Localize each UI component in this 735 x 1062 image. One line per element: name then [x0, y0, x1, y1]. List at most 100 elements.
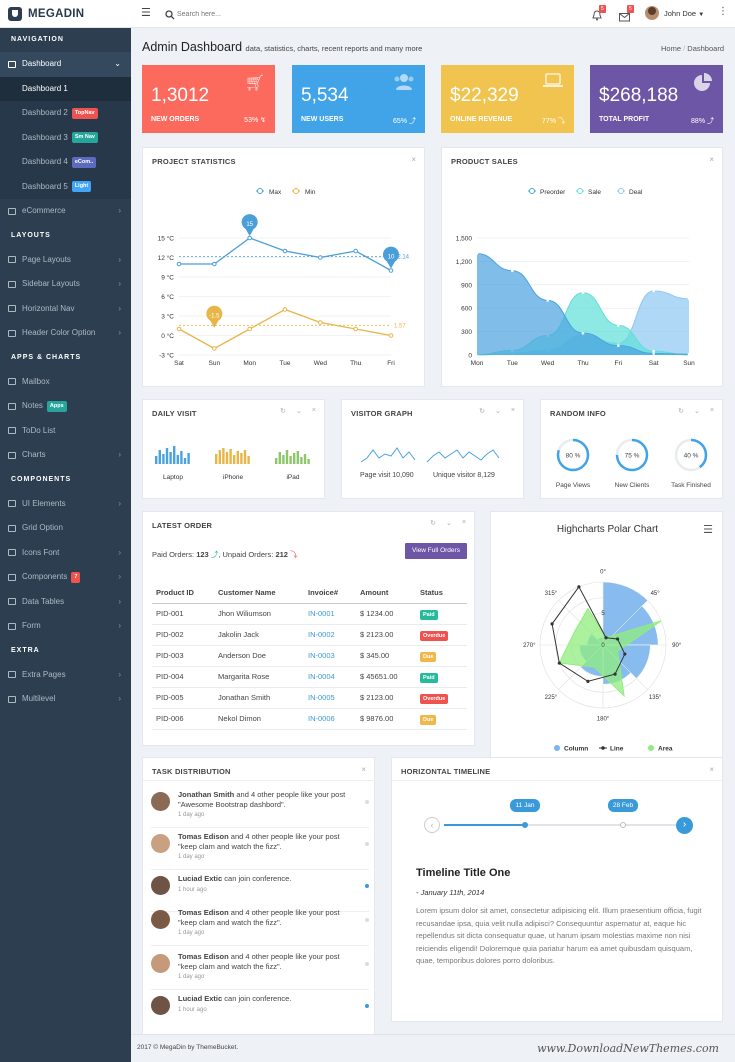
table-row: PID-005 Jonathan Smith IN-0005 $ 2123.00 Ove… [152, 687, 467, 709]
sidebar-item-header-color[interactable]: Header Color Option › [0, 321, 131, 346]
refresh-icon[interactable]: ↻ [280, 408, 287, 415]
refresh-icon[interactable]: ↻ [678, 408, 685, 415]
sidebar-item-components[interactable]: Components 7 › [0, 565, 131, 590]
sidebar-item-page-layouts[interactable]: Page Layouts › [0, 248, 131, 273]
sidebar-item-todo[interactable]: ToDo List [0, 419, 131, 444]
avatar[interactable] [645, 6, 659, 20]
close-icon[interactable]: × [461, 519, 466, 526]
close-icon[interactable]: × [361, 765, 366, 774]
chevron-down-icon[interactable]: ⌄ [446, 520, 452, 527]
tag-smnav: Sm Nav [71, 132, 98, 144]
sidebar-item-ui-elements[interactable]: UI Elements › [0, 492, 131, 517]
invoice-link[interactable]: IN-0005 [304, 687, 356, 709]
task-text: Tomas Edison and 4 other people like you… [178, 832, 340, 851]
legend-line: Line [610, 746, 624, 753]
close-icon[interactable]: × [709, 407, 714, 414]
timeline-progress [444, 824, 525, 826]
mail-button[interactable]: 5 [619, 5, 634, 27]
sidebar-item-data-tables[interactable]: Data Tables › [0, 590, 131, 615]
sidebar-item-dashboard-1[interactable]: Dashboard 1 [0, 76, 131, 101]
pie-chart-icon [693, 73, 713, 98]
sidebar-item-dashboard-5[interactable]: Dashboard 5 Light [0, 174, 131, 199]
invoice-link[interactable]: IN-0002 [304, 624, 356, 646]
stat-percent: 77% ⤵ [542, 118, 565, 125]
timeline-next-button[interactable]: › [676, 817, 693, 834]
sidebar-item-extra-pages[interactable]: Extra Pages › [0, 663, 131, 688]
font-icon [8, 549, 16, 557]
menu-toggle-icon[interactable]: ☰ [141, 7, 151, 19]
task-item[interactable]: Tomas Edison and 4 other people like you… [151, 948, 369, 990]
task-distribution-card: TASK DISTRIBUTION × Jonathan Smith and 4… [142, 757, 376, 1046]
task-item[interactable]: Luciad Extic can join conference. 1 hour … [151, 870, 369, 912]
task-item[interactable]: Tomas Edison and 4 other people like you… [151, 904, 369, 946]
user-menu[interactable]: John Doe ▼ [664, 9, 705, 18]
view-full-orders-button[interactable]: View Full Orders [405, 543, 467, 559]
y-tick-label: 0 °C [161, 332, 174, 340]
invoice-link[interactable]: IN-0004 [304, 666, 356, 688]
data-point [282, 307, 288, 312]
chevron-down-icon[interactable]: ⌄ [495, 408, 501, 415]
chevron-down-icon[interactable]: ⌄ [296, 408, 302, 415]
y-tick-label: 1,200 [456, 259, 473, 266]
sidebar-item-dashboard-2[interactable]: Dashboard 2 TopNav [0, 101, 131, 126]
nav-icon [8, 305, 16, 313]
sidebar-item-dashboard-4[interactable]: Dashboard 4 eCom.. [0, 150, 131, 175]
breadcrumb: Home / Dashboard [661, 44, 724, 53]
main-content: Admin Dashboard data, statistics, charts… [131, 28, 735, 1062]
legend-sale-icon [577, 188, 583, 194]
x-tick-label: Fri [615, 360, 623, 367]
sidebar-item-dashboard[interactable]: Dashboard ⌄ [0, 52, 131, 77]
task-item[interactable]: Luciad Extic can join conference. 1 hour … [151, 990, 369, 1032]
series-area-preorder [477, 253, 689, 355]
card-tools: ↻ ⌄ × [678, 407, 714, 415]
polar-line-point [615, 637, 620, 641]
data-point [353, 326, 358, 332]
sidebar-item-multilevel[interactable]: Multilevel › [0, 687, 131, 712]
bell-button[interactable]: 5 [592, 5, 606, 26]
sidebar-item-sidebar-layouts[interactable]: Sidebar Layouts › [0, 272, 131, 297]
sidebar-item-mailbox[interactable]: Mailbox [0, 370, 131, 395]
random-info-card: RANDOM INFO ↻ ⌄ × 80 % Page Views 75 % New Cl… [540, 399, 723, 499]
chevron-down-icon[interactable]: ⌄ [694, 408, 700, 415]
close-icon[interactable]: × [411, 155, 416, 164]
card-title: PROJECT STATISTICS [152, 157, 236, 166]
timeline-node-2[interactable] [620, 822, 626, 828]
sidebar-item-notes[interactable]: Notes Apps [0, 394, 131, 419]
visit-bar [296, 451, 299, 464]
invoice-link[interactable]: IN-0003 [304, 645, 356, 667]
sidebar-item-charts[interactable]: Charts › [0, 443, 131, 468]
refresh-icon[interactable]: ↻ [479, 408, 486, 415]
sidebar-item-grid-option[interactable]: Grid Option [0, 516, 131, 541]
timeline-node-1[interactable] [522, 822, 528, 828]
chart-menu-icon[interactable]: ☰ [703, 524, 713, 536]
x-tick-label: Sun [683, 360, 695, 367]
sidebar-item-icons-font[interactable]: Icons Font › [0, 541, 131, 566]
close-icon[interactable]: × [709, 155, 714, 164]
sidebar-item-ecommerce[interactable]: eCommerce › [0, 199, 131, 224]
stat-percent: 65% ⤴ [393, 118, 416, 125]
close-icon[interactable]: × [510, 407, 515, 414]
sidebar-item-form[interactable]: Form › [0, 614, 131, 639]
breadcrumb-home[interactable]: Home [661, 44, 682, 53]
sidebar-item-horizontal-nav[interactable]: Horizontal Nav › [0, 297, 131, 322]
more-vertical-icon[interactable]: ⋮ [718, 6, 728, 17]
y-tick-label: -3 °C [159, 352, 174, 360]
invoice-link[interactable]: IN-0001 [304, 603, 356, 625]
card-title: VISITOR GRAPH [351, 409, 413, 418]
refresh-icon[interactable]: ↻ [430, 520, 437, 527]
timeline-date-1[interactable]: 11 Jan [510, 799, 540, 812]
close-icon[interactable]: × [709, 765, 714, 774]
data-point [511, 269, 514, 273]
close-icon[interactable]: × [311, 407, 316, 414]
sidebar-item-dashboard-3[interactable]: Dashboard 3 Sm Nav [0, 125, 131, 150]
timeline-date-2[interactable]: 28 Feb [608, 799, 638, 812]
logo[interactable]: MEGADIN [0, 0, 131, 28]
invoice-link[interactable]: IN-0006 [304, 708, 356, 730]
stat-card-users: 5,534 NEW USERS 65% ⤴ [292, 65, 425, 133]
task-item[interactable]: Jonathan Smith and 4 other people like y… [151, 786, 369, 828]
task-item[interactable]: Tomas Edison and 4 other people like you… [151, 828, 369, 870]
card-tools: ↻ ⌄ × [280, 407, 316, 415]
timeline-prev-button[interactable]: ‹ [424, 817, 440, 833]
search-input[interactable] [177, 7, 317, 21]
